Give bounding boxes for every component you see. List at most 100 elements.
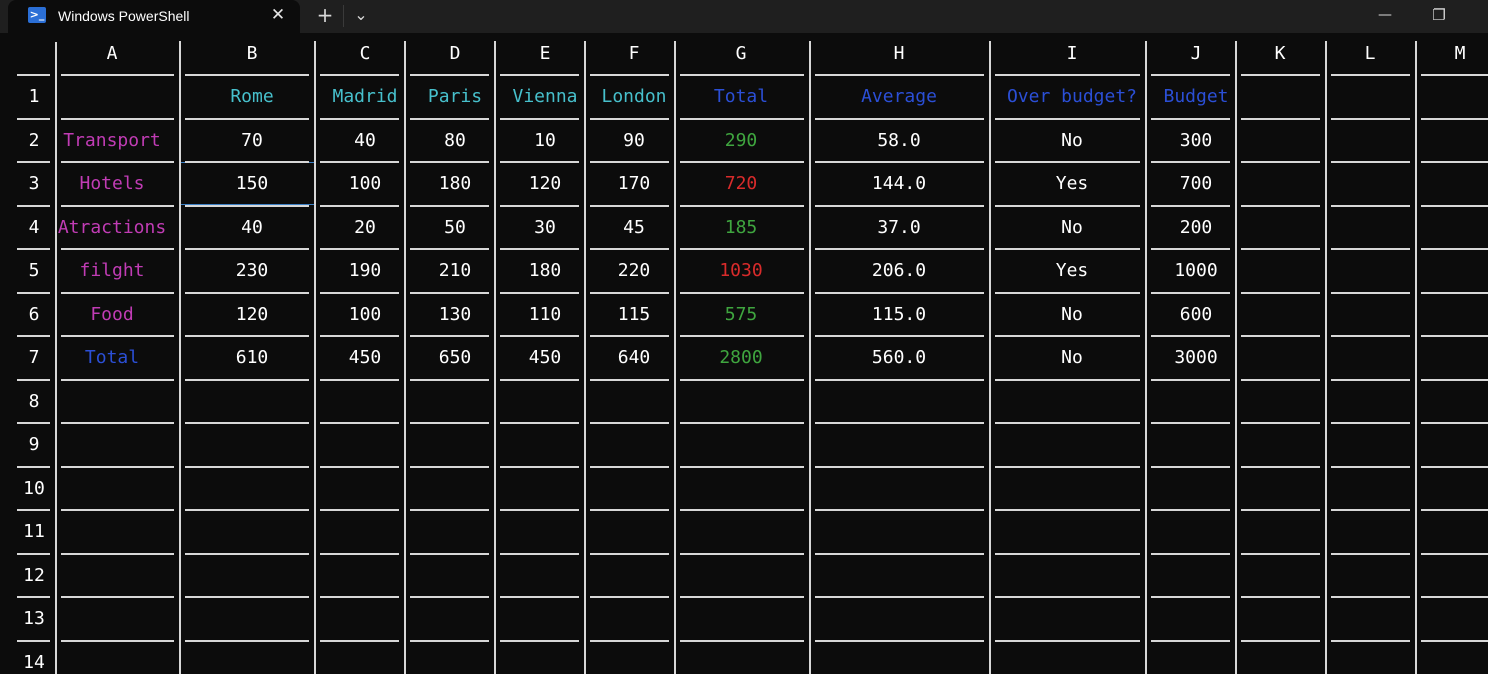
- table-cell[interactable]: 144.0: [871, 173, 927, 194]
- row-divider: [320, 335, 399, 337]
- table-cell[interactable]: 206.0: [871, 260, 927, 281]
- table-cell[interactable]: 1030: [719, 260, 763, 281]
- table-cell[interactable]: 575: [724, 303, 758, 325]
- column-header-b: B: [246, 43, 258, 64]
- row-divider: [185, 596, 309, 598]
- row-divider: [410, 553, 489, 555]
- row-divider: [320, 596, 399, 598]
- row-divider: [17, 553, 50, 555]
- table-cell[interactable]: 190: [348, 260, 382, 281]
- table-cell[interactable]: 3000: [1174, 347, 1218, 368]
- table-cell[interactable]: 290: [724, 129, 758, 151]
- row-divider: [1331, 422, 1410, 424]
- table-cell[interactable]: 80: [444, 129, 466, 151]
- row-divider: [185, 379, 309, 381]
- row-divider: [61, 640, 174, 642]
- row-divider: [410, 335, 489, 337]
- table-cell[interactable]: 2800: [719, 347, 763, 368]
- table-cell[interactable]: 30: [534, 216, 556, 238]
- table-cell[interactable]: No: [1061, 129, 1083, 151]
- table-cell[interactable]: 720: [724, 173, 758, 194]
- row-divider: [410, 161, 489, 163]
- table-cell[interactable]: 300: [1179, 129, 1213, 151]
- table-cell[interactable]: 180: [438, 173, 472, 194]
- row-divider: [61, 553, 174, 555]
- table-cell[interactable]: 1000: [1174, 260, 1218, 281]
- tab-windows-powershell[interactable]: >_ Windows PowerShell ✕: [8, 0, 300, 33]
- row-divider: [680, 379, 804, 381]
- table-cell[interactable]: 200: [1179, 216, 1213, 238]
- table-cell[interactable]: 40: [241, 216, 263, 238]
- row-divider: [185, 553, 309, 555]
- table-cell[interactable]: 37.0: [877, 216, 921, 238]
- row-divider: [320, 379, 399, 381]
- table-cell[interactable]: 560.0: [871, 347, 927, 368]
- table-cell[interactable]: 20: [354, 216, 376, 238]
- row-divider: [1241, 248, 1320, 250]
- table-cell[interactable]: 600: [1179, 303, 1213, 325]
- table-cell[interactable]: No: [1061, 216, 1083, 238]
- table-cell[interactable]: 110: [528, 303, 562, 325]
- table-cell[interactable]: 58.0: [877, 129, 921, 151]
- table-cell[interactable]: 640: [617, 347, 651, 368]
- column-separator-4: [494, 41, 496, 674]
- table-cell[interactable]: 650: [438, 347, 472, 368]
- tab-dropdown-chevron-icon[interactable]: ⌄: [354, 5, 368, 24]
- table-cell[interactable]: 115.0: [871, 303, 927, 325]
- table-cell[interactable]: 100: [348, 303, 382, 325]
- row-divider: [815, 118, 984, 120]
- table-cell[interactable]: 150: [235, 173, 269, 194]
- table-cell[interactable]: 220: [617, 260, 651, 281]
- row-divider: [500, 509, 579, 511]
- tab-close-icon[interactable]: ✕: [270, 5, 286, 25]
- row-divider: [1151, 292, 1230, 294]
- row-divider: [500, 205, 579, 207]
- table-cell[interactable]: 100: [348, 173, 382, 194]
- restore-icon[interactable]: ❐: [1432, 6, 1446, 24]
- table-cell[interactable]: 115: [617, 303, 651, 325]
- table-cell[interactable]: 130: [438, 303, 472, 325]
- column-separator-3: [404, 41, 406, 674]
- table-cell[interactable]: 450: [528, 347, 562, 368]
- row-divider: [320, 466, 399, 468]
- row-divider: [61, 74, 174, 76]
- table-cell[interactable]: Atractions: [57, 216, 167, 238]
- new-tab-plus-icon[interactable]: +: [316, 3, 334, 27]
- table-cell[interactable]: No: [1061, 303, 1083, 325]
- table-cell[interactable]: 450: [348, 347, 382, 368]
- table-cell[interactable]: 170: [617, 173, 651, 194]
- table-cell[interactable]: 230: [235, 260, 269, 281]
- row-divider: [17, 248, 50, 250]
- row-divider: [1421, 292, 1488, 294]
- row-divider: [815, 161, 984, 163]
- table-cell[interactable]: Food: [90, 303, 134, 325]
- table-cell[interactable]: Hotels: [79, 173, 145, 194]
- table-cell[interactable]: Yes: [1055, 260, 1089, 281]
- table-cell[interactable]: 120: [528, 173, 562, 194]
- table-cell[interactable]: 10: [534, 129, 556, 151]
- table-cell[interactable]: filght: [79, 260, 145, 281]
- table-cell[interactable]: Yes: [1055, 173, 1089, 194]
- row-divider: [17, 640, 50, 642]
- row-divider: [995, 292, 1140, 294]
- table-cell[interactable]: 70: [241, 129, 263, 151]
- spreadsheet-grid[interactable]: A B C D E F G H I J K L M 1 2 3 4 5 6 7 8 9 10 11 12 13 14 Rome Madr…: [0, 33, 1488, 674]
- table-cell[interactable]: 610: [235, 347, 269, 368]
- table-cell[interactable]: No: [1061, 347, 1083, 368]
- row-divider: [1331, 335, 1410, 337]
- table-cell[interactable]: 185: [724, 216, 758, 238]
- table-cell[interactable]: 50: [444, 216, 466, 238]
- table-cell[interactable]: 120: [235, 303, 269, 325]
- row-divider: [185, 161, 309, 163]
- minimize-icon[interactable]: —: [1378, 7, 1392, 23]
- table-cell[interactable]: 90: [623, 129, 645, 151]
- table-cell[interactable]: Total: [84, 347, 140, 368]
- header-cell-1: Rome: [230, 86, 274, 107]
- table-cell[interactable]: 45: [623, 216, 645, 238]
- table-cell[interactable]: 40: [354, 129, 376, 151]
- table-cell[interactable]: 210: [438, 260, 472, 281]
- table-cell[interactable]: Transport: [63, 129, 161, 151]
- table-cell[interactable]: 180: [528, 260, 562, 281]
- row-divider: [410, 118, 489, 120]
- table-cell[interactable]: 700: [1179, 173, 1213, 194]
